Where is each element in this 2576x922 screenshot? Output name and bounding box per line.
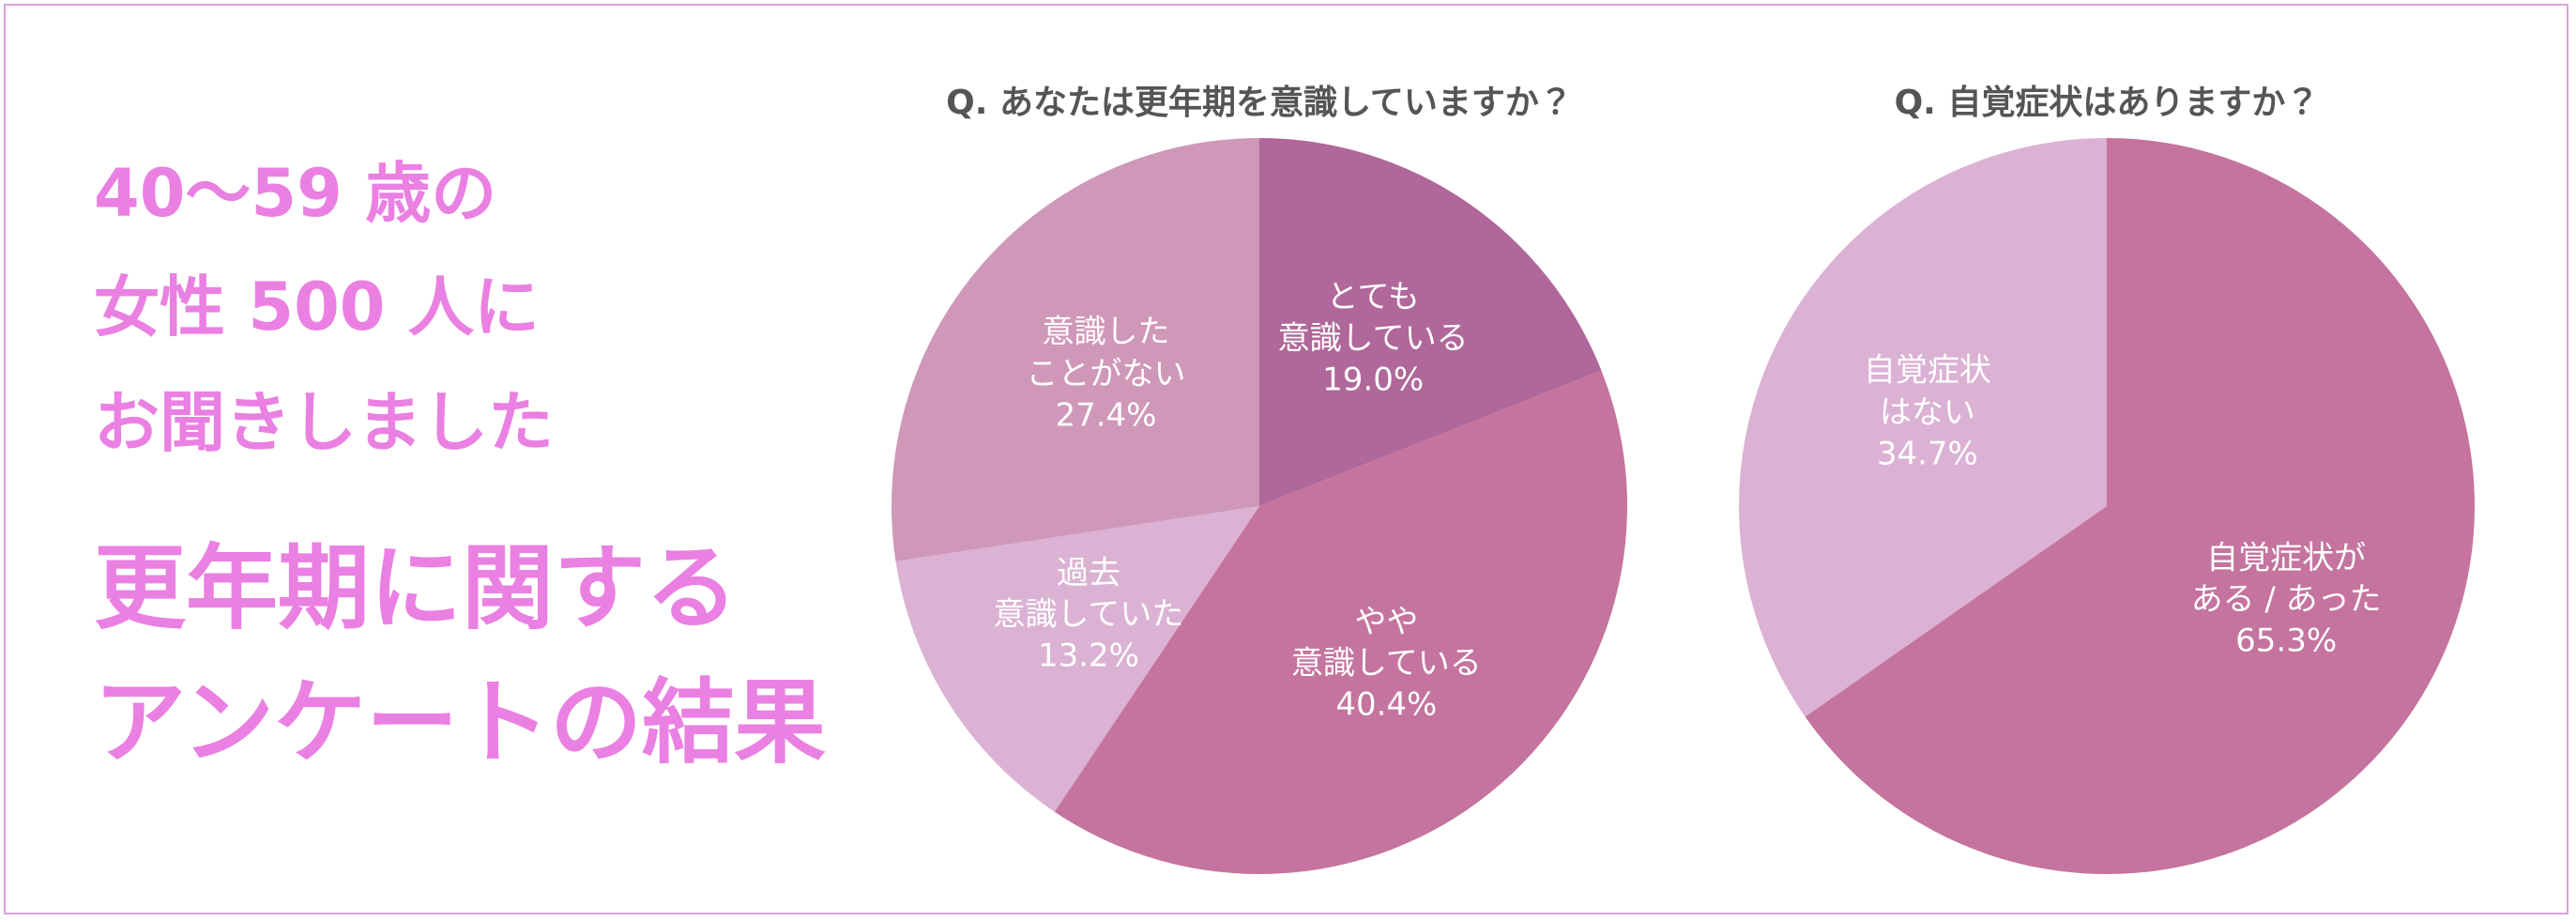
- slice-category: とても 意識している: [1277, 278, 1469, 358]
- slice-value: 19.0%: [1322, 361, 1425, 399]
- slice-label: 意識した ことがない 27.4%: [965, 312, 1246, 437]
- lead-line: 40〜59 歳の: [94, 155, 497, 232]
- frame: [4, 4, 2568, 914]
- chart-title: Q. 自覚症状はありますか？: [1894, 84, 2320, 122]
- pie-slice: [1259, 138, 1602, 506]
- slice-value: 65.3%: [2235, 622, 2338, 660]
- slice-label: とても 意識している 19.0%: [1232, 276, 1514, 401]
- slice-value: 13.2%: [1037, 637, 1139, 675]
- lead-line: お聞きしました: [94, 384, 554, 461]
- slice-value: 27.4%: [1055, 396, 1157, 435]
- slice-value: 40.4%: [1335, 685, 1438, 724]
- pie-slice: [1738, 138, 2107, 717]
- lead-line: 女性 500 人に: [94, 269, 540, 346]
- slice-category: 過去 意識していた: [993, 554, 1184, 634]
- chart-title: Q. あなたは更年期を意識していますか？: [946, 84, 1573, 122]
- slice-label: 自覚症状が ある / あった 65.3%: [2145, 537, 2427, 662]
- main-title: アンケートの結果: [94, 669, 827, 776]
- slice-label: 過去 意識していた 13.2%: [948, 552, 1229, 677]
- pie-slice: [1805, 138, 2475, 875]
- slice-category: 自覚症状が ある / あった: [2190, 539, 2382, 619]
- slice-label: 自覚症状 はない 34.7%: [1787, 350, 2068, 475]
- slice-category: やや 意識している: [1290, 603, 1482, 683]
- main-title: 更年期に関する: [94, 535, 739, 642]
- pie-slice: [895, 506, 1259, 812]
- slice-value: 34.7%: [1876, 435, 1978, 473]
- pie-slice: [891, 138, 1259, 561]
- pie-slice: [1054, 370, 1627, 874]
- slice-category: 意識した ことがない: [1026, 314, 1186, 393]
- slice-label: やや 意識している 40.4%: [1245, 602, 1527, 727]
- slice-category: 自覚症状 はない: [1863, 352, 1991, 432]
